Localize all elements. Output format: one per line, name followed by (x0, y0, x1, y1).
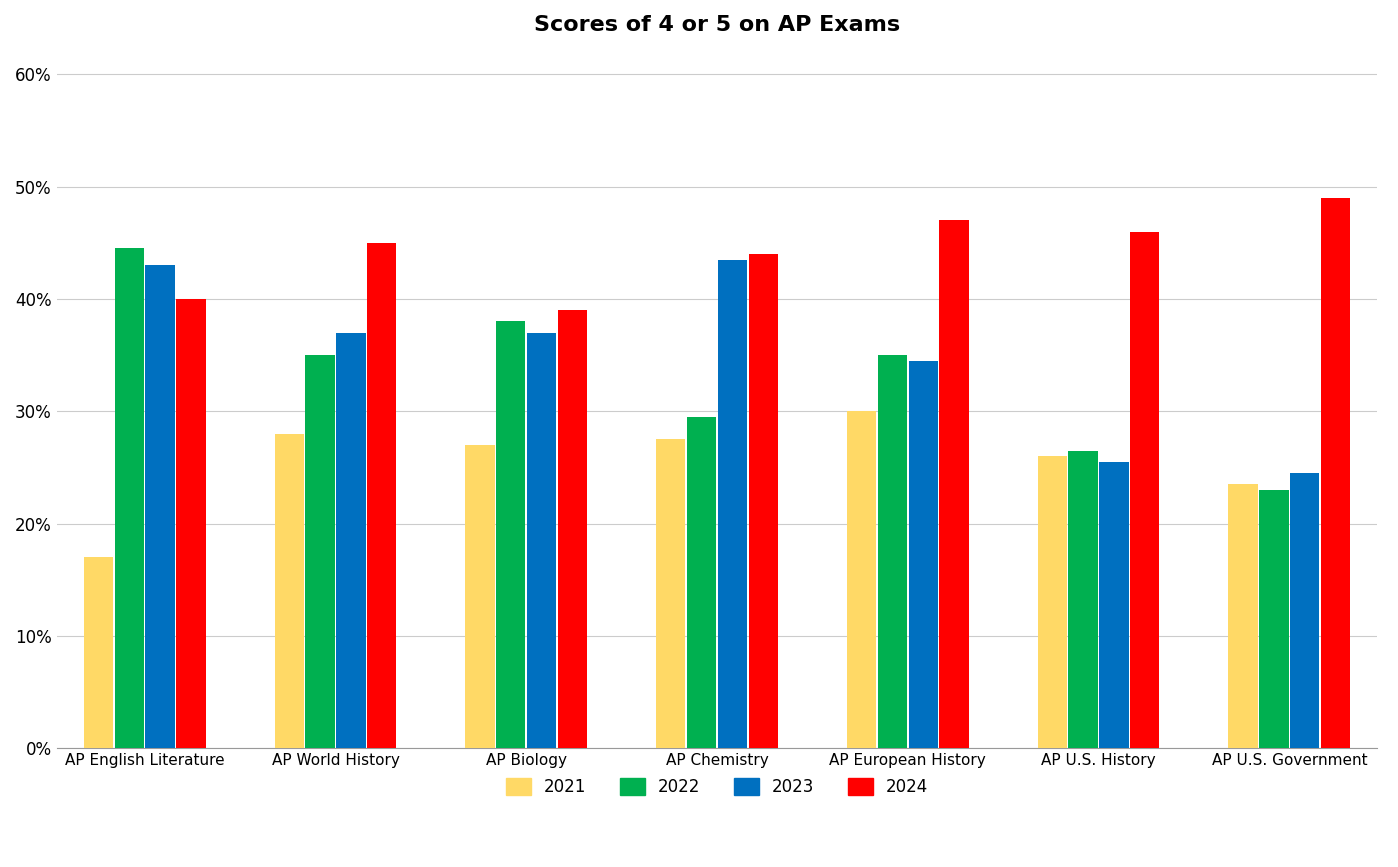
Bar (176, 299, 206, 748)
Bar (1130, 231, 1159, 748)
Bar (368, 243, 397, 748)
Bar (558, 310, 587, 748)
Bar (336, 333, 365, 748)
Legend: 2021, 2022, 2023, 2024: 2021, 2022, 2023, 2024 (499, 771, 935, 803)
Bar (1037, 456, 1067, 748)
Bar (748, 254, 777, 748)
Bar (1229, 485, 1258, 748)
Bar (466, 445, 495, 748)
Bar (115, 249, 144, 748)
Bar (1321, 198, 1350, 748)
Bar (1099, 462, 1128, 748)
Bar (527, 333, 556, 748)
Bar (496, 322, 526, 748)
Bar (1068, 451, 1097, 748)
Bar (717, 259, 747, 748)
Bar (274, 434, 303, 748)
Bar (145, 265, 175, 748)
Bar (1260, 490, 1289, 748)
Bar (305, 355, 334, 748)
Bar (847, 411, 877, 748)
Title: Scores of 4 or 5 on AP Exams: Scores of 4 or 5 on AP Exams (534, 15, 900, 35)
Bar (686, 417, 716, 748)
Bar (656, 440, 685, 748)
Bar (878, 355, 907, 748)
Bar (909, 361, 938, 748)
Bar (939, 220, 969, 748)
Bar (1290, 473, 1320, 748)
Bar (84, 557, 113, 748)
